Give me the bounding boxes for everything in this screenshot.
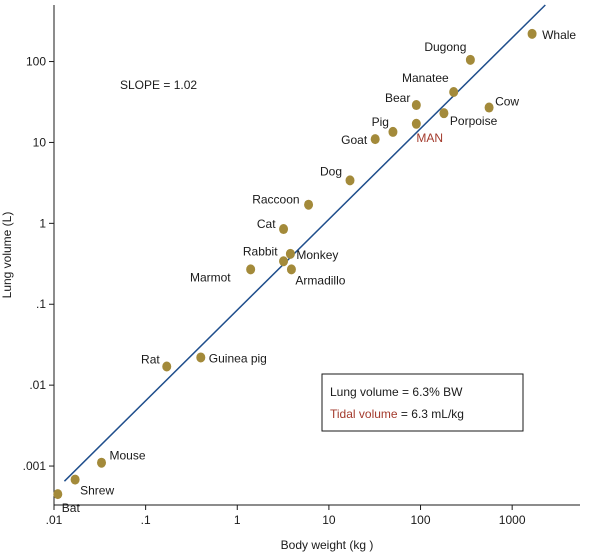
- axes: .01 .1 1 10 100 1000 .001 .01 .1 1 10 100: [23, 5, 580, 527]
- data-point-cat: [279, 224, 289, 235]
- y-tick-label: .01: [29, 378, 46, 392]
- y-tick-label: 10: [33, 135, 47, 149]
- data-point-porpoise: [439, 108, 449, 119]
- legend-tidal-volume-label: Tidal volume: [330, 407, 398, 421]
- point-label-bear: Bear: [385, 91, 410, 105]
- legend-box: Lung volume = 6.3% BW Tidal volume = 6.3…: [321, 373, 524, 432]
- x-tick-label: 100: [411, 513, 431, 527]
- regression-line: [63, 4, 546, 482]
- point-label-raccoon: Raccoon: [252, 193, 299, 207]
- y-tick-label: 100: [26, 55, 46, 69]
- data-point-armadillo: [286, 264, 296, 275]
- point-label-mouse: Mouse: [110, 449, 146, 463]
- point-label-rabbit: Rabbit: [243, 244, 278, 258]
- legend-lung-volume-label: Lung volume: [330, 385, 399, 399]
- data-point-whale: [527, 28, 537, 39]
- y-tick-label: .001: [23, 459, 47, 473]
- data-point-monkey: [285, 248, 295, 259]
- point-label-manatee: Manatee: [402, 71, 449, 85]
- data-point-marmot: [246, 264, 256, 275]
- data-point-man: [411, 118, 421, 129]
- point-label-shrew: Shrew: [80, 484, 114, 498]
- data-point-rabbit: [279, 256, 289, 267]
- point-label-whale: Whale: [542, 28, 576, 42]
- point-label-bat: Bat: [62, 501, 81, 515]
- data-point-cow: [484, 102, 494, 113]
- data-point-mouse: [97, 457, 107, 468]
- data-point-labels: Whale Dugong Manatee Cow Bear Porpoise Pig MAN G…: [62, 28, 577, 515]
- legend-line-tidal-volume: Tidal volume = 6.3 mL/kg: [330, 407, 464, 421]
- data-point-pig: [388, 126, 398, 137]
- data-point-shrew: [70, 474, 80, 485]
- point-label-dugong: Dugong: [424, 40, 466, 54]
- x-tick-label: 1: [234, 513, 241, 527]
- x-ticks: .01 .1 1 10 100 1000: [46, 505, 526, 527]
- legend-tidal-volume-value: = 6.3 mL/kg: [398, 407, 464, 421]
- data-point-bat: [53, 489, 63, 500]
- point-label-dog: Dog: [320, 164, 342, 178]
- y-axis-title: Lung volume (L): [0, 212, 14, 299]
- y-ticks: .001 .01 .1 1 10 100: [23, 55, 54, 473]
- x-tick-label: .1: [141, 513, 151, 527]
- point-label-cat: Cat: [257, 217, 276, 231]
- data-point-goat: [370, 134, 380, 145]
- point-label-cow: Cow: [495, 95, 519, 109]
- data-point-rat: [162, 361, 172, 372]
- legend-line-lung-volume: Lung volume = 6.3% BW: [330, 385, 463, 399]
- legend-frame: [321, 373, 524, 432]
- point-label-man: MAN: [416, 131, 443, 145]
- point-label-goat: Goat: [341, 133, 368, 147]
- point-label-marmot: Marmot: [190, 270, 231, 284]
- x-tick-label: 1000: [499, 513, 526, 527]
- data-points: [53, 28, 537, 500]
- point-label-porpoise: Porpoise: [450, 114, 498, 128]
- data-point-bear: [411, 100, 421, 111]
- legend-lung-volume-value: = 6.3% BW: [399, 385, 463, 399]
- point-label-monkey: Monkey: [296, 248, 338, 262]
- data-point-dog: [345, 175, 355, 186]
- y-tick-label: 1: [39, 216, 46, 230]
- data-point-guinea-pig: [196, 352, 206, 363]
- data-point-dugong: [465, 54, 475, 65]
- x-axis-title: Body weight (kg ): [281, 538, 374, 552]
- point-label-pig: Pig: [372, 115, 389, 129]
- x-tick-label: 10: [322, 513, 336, 527]
- slope-annotation: SLOPE = 1.02: [120, 78, 197, 92]
- data-point-manatee: [449, 87, 459, 98]
- y-tick-label: .1: [36, 297, 46, 311]
- point-label-armadillo: Armadillo: [295, 273, 345, 287]
- x-tick-label: .01: [46, 513, 63, 527]
- data-point-raccoon: [304, 199, 314, 210]
- point-label-rat: Rat: [141, 353, 160, 367]
- point-label-guinea-pig: Guinea pig: [209, 351, 267, 365]
